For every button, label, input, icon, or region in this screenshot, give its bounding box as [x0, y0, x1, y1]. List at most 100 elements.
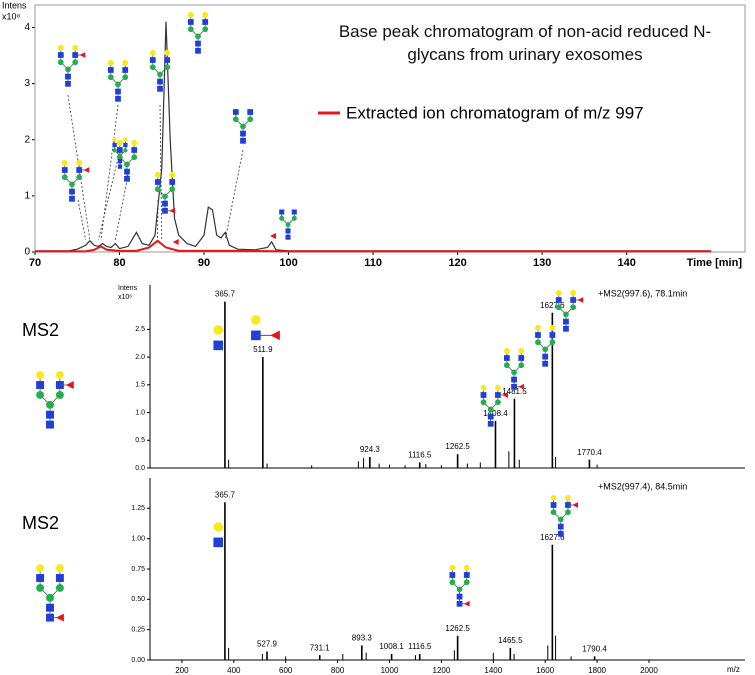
glycan-mannose: [487, 406, 494, 413]
peak-label: 1262.5: [445, 442, 470, 451]
glycan-galactose: [570, 289, 577, 296]
x-tick-label: 800: [331, 666, 345, 675]
glycan-mannose: [240, 123, 246, 130]
glycan-mannose: [55, 390, 64, 399]
leader-line: [98, 149, 121, 241]
y-axis-unit: x10⁶: [118, 294, 132, 301]
glycan-mannose: [36, 390, 45, 399]
glycan-mannose: [195, 33, 201, 40]
glycan-glcnac: [69, 188, 75, 195]
y-tick-label: 0: [24, 247, 30, 258]
glycan-galactose: [61, 159, 68, 166]
y-tick-label: 2.0: [135, 354, 145, 361]
glycan-galactose: [122, 59, 129, 66]
peak-label: 731.1: [310, 643, 331, 652]
glycan-galactose: [518, 347, 525, 354]
glycan-galactose: [565, 494, 571, 501]
glycan-glcnac: [542, 360, 549, 367]
glycan-glcnac: [549, 332, 556, 338]
glycan-glcnac: [503, 355, 510, 361]
glycan-glcnac: [213, 537, 224, 548]
glycan-mannose: [557, 516, 564, 523]
glycan-glcnac: [115, 95, 121, 102]
glycan-glcnac: [187, 19, 194, 25]
glycan-mannose: [535, 339, 541, 346]
peak-label: 1116.5: [408, 642, 432, 651]
glycan-mannose: [117, 153, 123, 158]
glycan-fucose: [502, 392, 508, 398]
x-tick-label: 140: [617, 257, 635, 269]
glycan-fucose: [518, 383, 525, 390]
glycan-mannose: [247, 116, 254, 123]
x-tick-label: 90: [198, 257, 210, 269]
glycan-glcnac: [169, 179, 176, 185]
glycan-mannose: [154, 186, 161, 193]
glycan-mannose: [563, 311, 569, 318]
glycan-glcnac: [46, 410, 54, 419]
glycan-galactose: [123, 137, 128, 142]
y-tick-label: 1.5: [135, 382, 145, 389]
glycan-galactose: [495, 384, 501, 391]
leader-line: [224, 149, 244, 241]
glycan-mannose: [550, 509, 557, 516]
glycan-mannose: [518, 362, 525, 369]
glycan-galactose: [36, 564, 45, 573]
glycan-mannose: [123, 148, 128, 153]
y-tick-label: 2: [24, 134, 30, 145]
peak-label: 1770.4: [577, 448, 602, 457]
glycan-glcnac: [463, 572, 470, 578]
peak-label: 893.3: [352, 634, 373, 643]
glycan-glcnac: [202, 19, 209, 25]
glycan-glcnac: [116, 147, 123, 153]
glycan-glcnac: [247, 109, 254, 115]
glycan-galactose: [116, 139, 123, 146]
glycan-mannose: [480, 399, 487, 406]
peak-label: 1465.5: [498, 636, 523, 645]
glycan-glcnac: [511, 376, 517, 383]
x-tick-label: 1000: [381, 666, 399, 675]
glycan-mannose: [69, 181, 75, 188]
glycan-glcnac: [550, 502, 557, 508]
glycan-fucose: [572, 502, 579, 508]
y-tick-label: 1.00: [131, 536, 145, 543]
glycan-glcnac: [449, 572, 456, 578]
glycan-galactose: [154, 171, 161, 178]
x-tick-label: 600: [279, 666, 293, 675]
glycan-galactose: [36, 371, 45, 380]
glycan-galactose: [550, 494, 557, 501]
annotation: +MS2(997.6), 78.1min: [598, 288, 687, 298]
glycan-fucose: [83, 167, 90, 173]
glycan-glcnac: [36, 381, 45, 389]
glycan-mannose: [164, 64, 171, 71]
glycan-glcnac: [456, 593, 463, 600]
panel-label: MS2: [22, 320, 59, 340]
glycan-glcnac: [213, 340, 224, 351]
glycan-glcnac: [124, 175, 130, 182]
y-axis-label: Intens: [118, 285, 138, 292]
glycan-mannose: [72, 59, 79, 66]
glycan-glcnac: [563, 325, 569, 332]
glycan-mannose: [202, 26, 209, 33]
glycan-galactose: [549, 324, 556, 331]
legend-label: Base peak chromatogram of non-acid reduc…: [338, 22, 712, 64]
glycan-glcnac: [162, 200, 168, 207]
x-tick-label: 1600: [536, 666, 554, 675]
y-tick-label: 2.5: [135, 326, 145, 333]
glycan-glcnac: [157, 78, 163, 85]
glycan-mannose: [61, 174, 68, 181]
peak-label: 1627.6: [540, 533, 565, 542]
glycan-glcnac: [555, 297, 562, 303]
glycan-glcnac: [122, 67, 129, 73]
peak-label: 527.9: [257, 640, 278, 649]
glycan-galactose: [202, 11, 209, 18]
glycan-galactose: [55, 564, 64, 573]
glycan-glcnac: [57, 52, 64, 58]
x-tick-label: 100: [279, 257, 297, 269]
glycan-mannose: [76, 174, 83, 181]
peak-label: 1116.5: [408, 451, 432, 460]
glycan-glcnac: [285, 228, 291, 234]
glycan-glcnac: [563, 318, 569, 325]
glycan-mannose: [187, 26, 194, 33]
leader-line: [77, 199, 87, 241]
glycan-glcnac: [557, 523, 564, 530]
